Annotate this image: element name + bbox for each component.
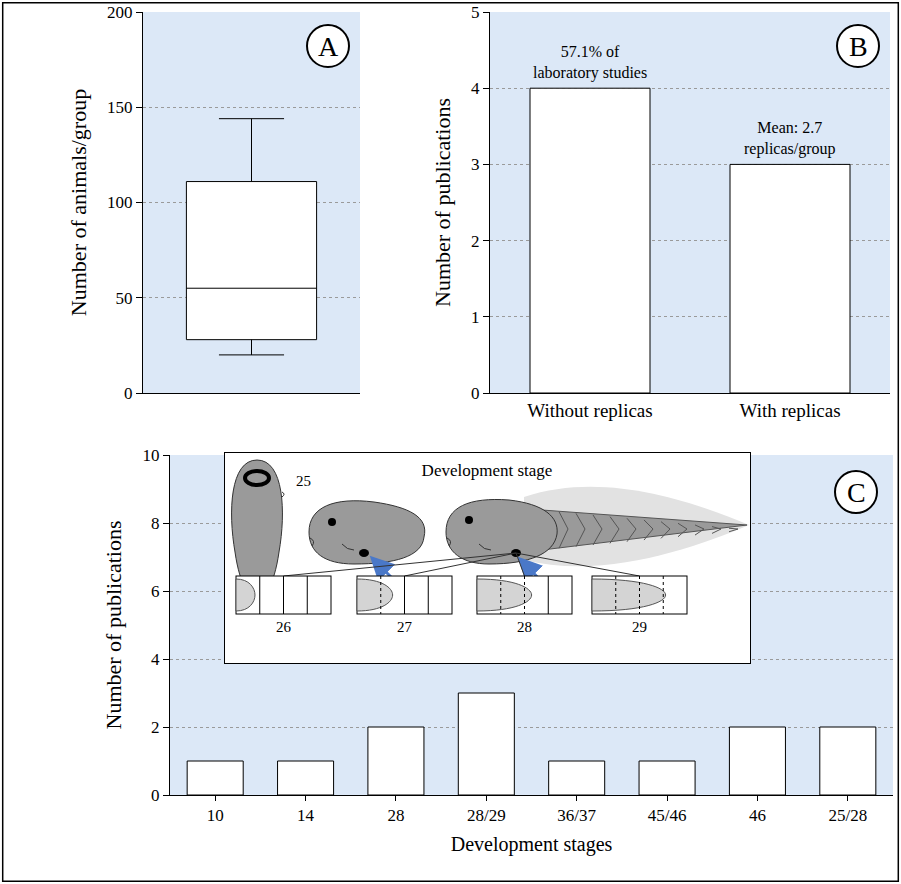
svg-text:28/29: 28/29 <box>467 806 506 825</box>
svg-text:27: 27 <box>397 619 413 635</box>
svg-text:Development stages: Development stages <box>451 833 613 856</box>
svg-text:C: C <box>847 477 866 508</box>
svg-text:25: 25 <box>296 473 311 489</box>
svg-text:Mean: 2.7replicas/group: Mean: 2.7replicas/group <box>744 119 836 158</box>
svg-text:A: A <box>318 31 339 62</box>
svg-text:28: 28 <box>387 806 404 825</box>
svg-text:0: 0 <box>471 384 480 403</box>
svg-text:Number of publications: Number of publications <box>430 98 455 307</box>
svg-text:0: 0 <box>124 384 133 403</box>
svg-text:With replicas: With replicas <box>739 400 840 421</box>
svg-text:36/37: 36/37 <box>557 806 596 825</box>
svg-text:5: 5 <box>471 3 480 22</box>
svg-text:6: 6 <box>151 582 160 601</box>
svg-text:Number of publications: Number of publications <box>101 521 126 730</box>
svg-text:Number of animals/group: Number of animals/group <box>66 89 91 316</box>
svg-text:50: 50 <box>116 289 133 308</box>
svg-text:46: 46 <box>749 806 766 825</box>
svg-text:Without replicas: Without replicas <box>527 400 652 421</box>
svg-text:4: 4 <box>151 650 160 669</box>
svg-text:28: 28 <box>517 619 532 635</box>
svg-text:Development stage: Development stage <box>422 461 553 480</box>
svg-text:100: 100 <box>107 193 133 212</box>
svg-text:29: 29 <box>632 619 647 635</box>
svg-text:14: 14 <box>297 806 315 825</box>
svg-text:0: 0 <box>151 786 160 805</box>
svg-text:8: 8 <box>151 514 160 533</box>
svg-text:2: 2 <box>151 718 160 737</box>
svg-text:200: 200 <box>107 3 133 22</box>
svg-text:57.1% oflaboratory studies: 57.1% oflaboratory studies <box>533 43 647 82</box>
svg-text:2: 2 <box>471 232 480 251</box>
svg-text:10: 10 <box>207 806 224 825</box>
svg-text:10: 10 <box>143 446 160 465</box>
svg-text:4: 4 <box>471 79 480 98</box>
svg-text:150: 150 <box>107 98 133 117</box>
svg-text:25/28: 25/28 <box>828 806 867 825</box>
svg-text:45/46: 45/46 <box>648 806 687 825</box>
svg-text:26: 26 <box>276 619 292 635</box>
svg-text:3: 3 <box>471 155 480 174</box>
svg-text:B: B <box>849 31 868 62</box>
svg-text:1: 1 <box>471 308 480 327</box>
